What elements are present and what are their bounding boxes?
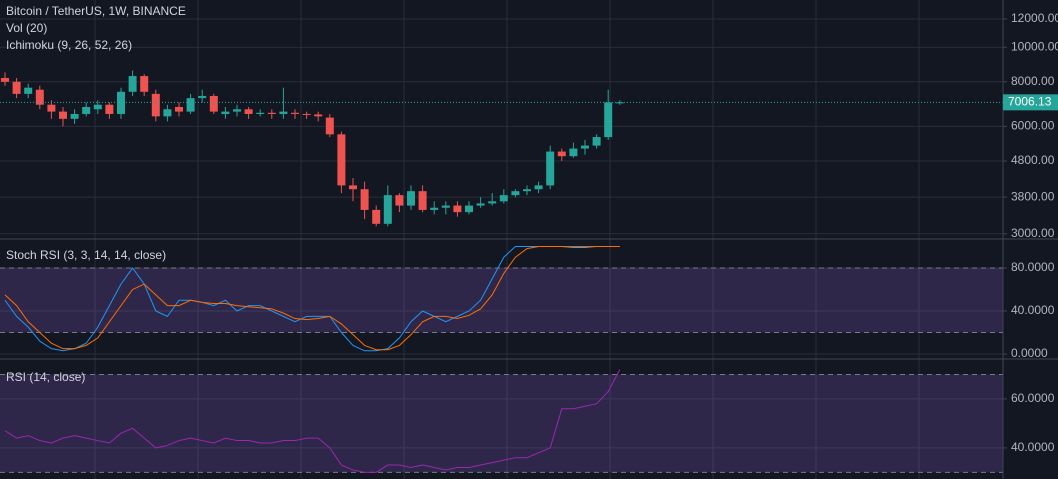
candle-body: [360, 189, 369, 210]
indicator-title: Stoch RSI (3, 3, 14, 14, close): [6, 248, 166, 262]
grid: [0, 0, 1003, 479]
candle-body: [325, 117, 334, 135]
candle-body: [279, 111, 288, 114]
candle-body: [105, 104, 114, 114]
band-fill: [0, 267, 1003, 333]
candle-body: [418, 191, 427, 210]
candle-body: [395, 195, 404, 206]
candle-body: [70, 113, 79, 119]
candle-body: [349, 185, 357, 190]
y-tick-label: 60.0000: [1011, 391, 1055, 405]
y-tick-label: 40.0000: [1011, 303, 1055, 317]
candle-body: [302, 113, 311, 115]
candle-body: [186, 98, 195, 112]
candle-body: [267, 112, 276, 114]
candle-body: [441, 205, 450, 208]
labels: 3000.00 3800.00 4800.00 6000.00 8000.00 10000…: [1003, 11, 1058, 454]
candle-body: [546, 151, 555, 186]
indicator-line: [4, 245, 620, 351]
candle-body: [233, 109, 241, 112]
indicator-title: Ichimoku (9, 26, 52, 26): [6, 38, 132, 52]
y-tick-label: 40.0000: [1011, 440, 1055, 454]
candle-body: [140, 76, 149, 92]
candle-body: [372, 209, 381, 224]
candle-body: [151, 93, 160, 117]
candle-body: [453, 205, 462, 213]
candle-body: [569, 148, 578, 157]
candle-body: [47, 104, 56, 112]
candle-body: [407, 191, 415, 206]
candle-body: [511, 191, 520, 196]
y-tick-label: 3000.00: [1011, 226, 1055, 240]
candle-body: [82, 106, 91, 114]
candle-body: [117, 91, 125, 114]
y-tick-label: 80.0000: [1011, 260, 1055, 274]
candle-body: [383, 195, 392, 224]
candle-body: [163, 109, 172, 117]
candle-body: [291, 112, 299, 114]
candle-body: [244, 109, 253, 114]
candle-body: [221, 111, 230, 114]
band-fill: [0, 374, 1003, 473]
symbol-title: Bitcoin / TetherUS, 1W, BINANCE: [6, 4, 186, 18]
candle-body: [476, 203, 485, 206]
candle-body: [430, 207, 439, 210]
candle-body: [314, 114, 323, 117]
candle-body: [557, 151, 566, 157]
last-price-label: 7006.13: [1008, 95, 1052, 109]
candle-body: [24, 87, 33, 94]
candle-body: [604, 102, 613, 138]
candle-body: [523, 189, 531, 192]
y-tick-label: 0.0000: [1011, 346, 1048, 360]
candle-body: [615, 102, 624, 104]
candle-body: [256, 112, 265, 114]
y-tick-label: 4800.00: [1011, 153, 1055, 167]
candle-body: [198, 95, 207, 99]
indicator-line: [4, 369, 621, 473]
y-tick-label: 12000.00: [1011, 11, 1058, 25]
indicator-title: Vol (20): [6, 21, 47, 35]
candle-body: [175, 106, 183, 112]
candle-body: [337, 134, 346, 186]
candle-body: [581, 145, 589, 149]
last-price-tag: [1003, 94, 1058, 111]
candle-body: [209, 95, 218, 112]
candle-body: [1, 77, 9, 82]
plots: [0, 70, 1003, 473]
candle-body: [128, 76, 137, 92]
candle-body: [465, 205, 473, 213]
candle-body: [488, 201, 497, 204]
y-tick-label: 8000.00: [1011, 74, 1055, 88]
candle-body: [12, 81, 21, 94]
y-tick-label: 6000.00: [1011, 119, 1055, 133]
candle-body: [93, 104, 102, 110]
candle-body: [59, 111, 67, 119]
candle-body: [499, 195, 508, 202]
y-tick-label: 3800.00: [1011, 189, 1055, 203]
y-tick-label: 10000.00: [1011, 39, 1058, 53]
candle-body: [592, 137, 601, 146]
candle-body: [534, 185, 543, 190]
indicator-line: [4, 245, 620, 352]
indicator-title: RSI (14, close): [6, 370, 85, 384]
candle-body: [35, 89, 44, 105]
